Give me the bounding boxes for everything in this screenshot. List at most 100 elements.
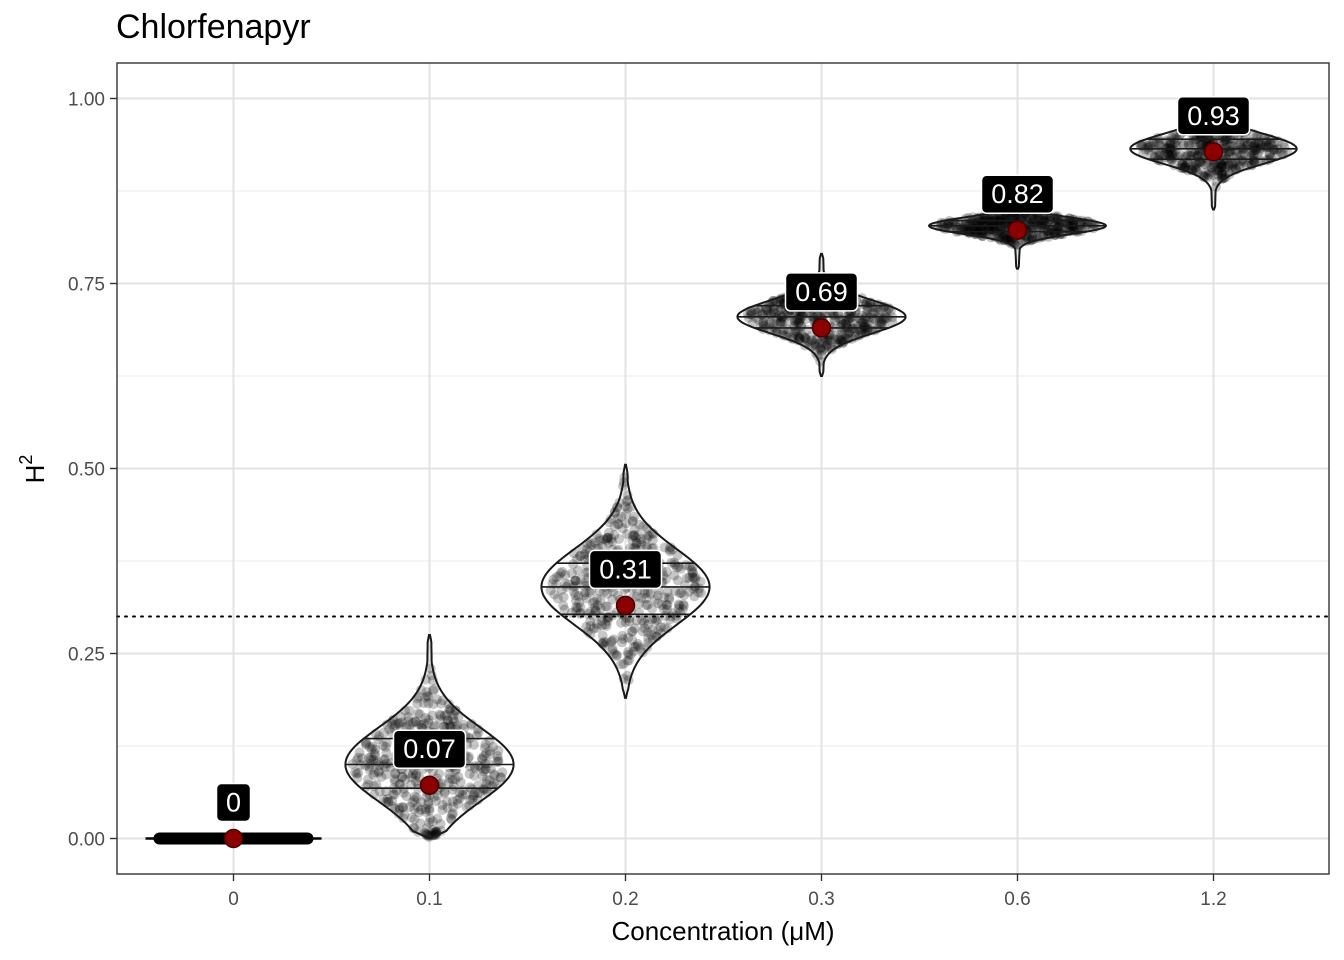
data-point	[632, 641, 643, 652]
data-point	[627, 531, 638, 542]
data-point	[1236, 138, 1246, 149]
data-point	[395, 721, 406, 732]
data-point	[791, 315, 802, 326]
data-point	[971, 219, 982, 230]
data-point	[1178, 139, 1189, 150]
data-point	[409, 814, 420, 825]
data-point	[627, 515, 638, 526]
data-point	[789, 316, 800, 327]
data-point	[998, 232, 1009, 243]
data-point	[631, 538, 642, 549]
data-point	[382, 793, 393, 804]
data-point	[838, 319, 849, 330]
data-point	[857, 317, 867, 328]
data-point	[665, 614, 676, 625]
data-point	[1234, 138, 1245, 149]
data-point	[1068, 219, 1079, 230]
data-point	[1191, 145, 1202, 155]
data-point	[430, 720, 440, 731]
data-point	[597, 541, 608, 552]
data-point	[661, 566, 672, 577]
data-point	[485, 749, 495, 760]
data-point	[679, 590, 689, 601]
x-axis: 0 0.1 0.2 0.3 0.6 1.2	[228, 874, 1227, 910]
data-point	[423, 691, 434, 702]
data-point	[628, 646, 639, 657]
data-point	[667, 608, 678, 619]
data-point	[641, 533, 652, 544]
data-point	[378, 754, 389, 765]
data-point	[620, 617, 631, 628]
data-point	[862, 304, 873, 315]
data-point	[452, 798, 463, 809]
data-point	[421, 823, 432, 834]
data-point	[621, 509, 632, 519]
data-point	[799, 332, 810, 342]
data-point	[1244, 158, 1254, 169]
data-point	[370, 744, 381, 755]
data-point	[1031, 219, 1041, 230]
data-point	[600, 601, 611, 612]
data-point	[1154, 148, 1165, 159]
data-point	[672, 575, 683, 586]
data-point	[628, 530, 639, 541]
data-point	[1213, 169, 1224, 180]
data-point	[664, 544, 675, 555]
data-point	[1200, 167, 1211, 178]
data-point	[829, 330, 840, 341]
value-label: 0.93	[1176, 96, 1251, 136]
data-point	[476, 762, 487, 773]
data-point	[408, 768, 418, 779]
data-point	[673, 603, 684, 614]
data-point	[1204, 166, 1215, 177]
data-point	[585, 537, 596, 548]
data-point	[571, 554, 582, 565]
data-point	[833, 334, 844, 345]
data-point	[420, 806, 431, 817]
data-point	[973, 221, 984, 232]
data-point	[980, 214, 991, 225]
data-point	[876, 319, 887, 330]
data-point	[413, 719, 424, 730]
data-point	[1027, 231, 1038, 242]
data-point	[1161, 135, 1172, 146]
data-point	[998, 214, 1009, 225]
data-point	[1166, 145, 1177, 156]
data-point	[882, 313, 893, 323]
data-point	[1264, 149, 1275, 159]
data-point	[1255, 145, 1266, 156]
data-point	[1239, 135, 1250, 146]
data-point	[1160, 142, 1171, 153]
data-point	[993, 217, 1004, 228]
data-point	[681, 573, 692, 583]
data-point	[570, 581, 581, 591]
data-point	[1213, 162, 1224, 173]
data-point	[1224, 149, 1234, 160]
data-point	[860, 319, 871, 330]
data-point	[381, 758, 392, 769]
value-label-box	[392, 729, 467, 769]
data-point	[846, 324, 857, 335]
data-point	[967, 217, 978, 228]
x-tick-label: 0	[228, 889, 239, 910]
data-point	[635, 643, 646, 654]
data-point	[439, 721, 450, 732]
data-point	[990, 225, 1000, 236]
data-point	[996, 221, 1006, 232]
data-point	[457, 789, 468, 800]
violin-outline	[540, 463, 711, 699]
data-point	[367, 741, 378, 752]
data-point	[1196, 140, 1207, 151]
data-point	[794, 333, 805, 344]
data-point	[802, 337, 813, 348]
data-point	[1250, 138, 1261, 149]
data-point	[1182, 149, 1193, 160]
data-point	[638, 617, 649, 628]
data-point	[1144, 138, 1155, 149]
data-point	[1169, 137, 1180, 148]
violin-0	[145, 828, 322, 849]
data-point	[1021, 236, 1032, 247]
data-point	[398, 813, 409, 824]
data-point	[623, 647, 633, 658]
data-point	[581, 593, 592, 604]
